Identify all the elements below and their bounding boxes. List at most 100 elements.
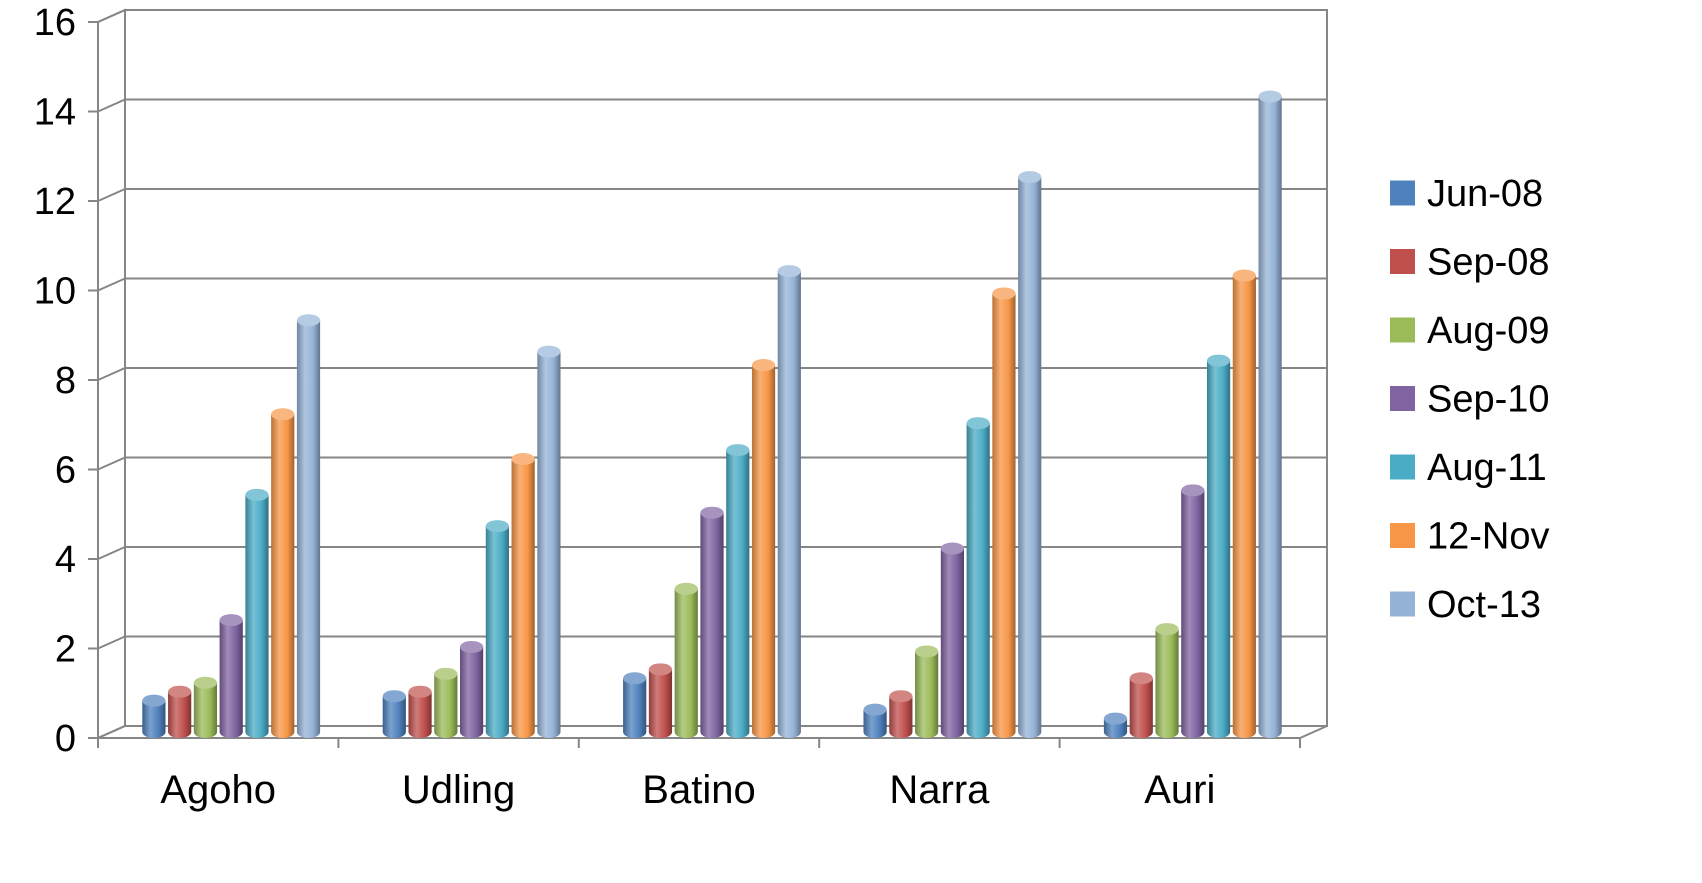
legend-swatch <box>1390 317 1415 343</box>
legend-label: Sep-10 <box>1427 379 1550 421</box>
bar-top <box>674 582 698 595</box>
bar-body <box>623 678 647 738</box>
gridline <box>97 456 1327 471</box>
bar-top <box>1258 90 1282 103</box>
bar <box>1181 484 1205 738</box>
bar-top <box>751 359 776 372</box>
bar <box>700 506 724 738</box>
bar-top <box>1018 171 1042 184</box>
bar-top <box>271 408 295 421</box>
bar <box>726 444 750 738</box>
x-tick-label: Agoho <box>160 768 276 812</box>
bar-top <box>863 703 887 716</box>
bar-body <box>296 320 321 738</box>
bar-body <box>674 588 698 738</box>
bar-body <box>1258 96 1282 739</box>
bar-top <box>966 417 990 430</box>
legend-swatch <box>1390 386 1415 411</box>
bar-top <box>1232 269 1256 282</box>
bar-body <box>434 673 458 739</box>
gridlines <box>97 9 1327 739</box>
bar <box>992 287 1016 738</box>
y-tick-label: 4 <box>55 539 76 581</box>
x-tick-label: Batino <box>642 768 755 812</box>
gridline <box>97 635 1327 650</box>
bar <box>648 663 673 738</box>
gridline <box>97 98 1327 113</box>
legend-item: Aug-09 <box>1390 310 1550 352</box>
bar <box>1129 672 1153 738</box>
bar-top <box>1181 484 1205 497</box>
bar-top <box>1206 354 1231 367</box>
bar-top <box>1129 672 1153 685</box>
bar <box>751 359 776 738</box>
bar-body <box>245 494 269 738</box>
legend-item: Jun-08 <box>1390 173 1543 215</box>
bar-body <box>726 450 750 738</box>
bar <box>193 676 218 738</box>
legend: Jun-08 Sep-08 Aug-09 Sep-10 Aug-11 12-Nov Oct-… <box>1390 173 1550 626</box>
bar-body <box>168 691 192 738</box>
bars <box>142 90 1282 739</box>
bar-body <box>460 646 484 738</box>
bar-body <box>1018 177 1042 739</box>
bar-top <box>992 287 1016 300</box>
y-axis-tick-labels: 0 2 4 6 8 10 12 14 16 <box>34 2 76 760</box>
bar-body <box>1129 678 1153 738</box>
legend-swatch <box>1390 249 1415 274</box>
x-tick-label: Udling <box>402 768 515 812</box>
bar-body <box>408 691 432 739</box>
bar-body <box>992 293 1016 738</box>
y-tick-label: 6 <box>55 450 76 492</box>
bar <box>271 408 295 738</box>
bar-body <box>382 696 406 738</box>
y-tick-label: 2 <box>55 629 76 671</box>
bar-top <box>460 640 484 653</box>
x-tick-label: Auri <box>1144 768 1215 812</box>
bar-top <box>219 614 243 627</box>
legend-label: Aug-09 <box>1427 310 1550 352</box>
legend-label: Aug-11 <box>1427 447 1547 489</box>
bar <box>485 520 509 738</box>
gridline <box>97 367 1327 381</box>
bar-top <box>296 314 321 327</box>
bar <box>434 667 458 739</box>
bar <box>674 582 698 738</box>
bar <box>408 685 432 739</box>
bar-body <box>889 696 913 738</box>
axes <box>88 21 1301 748</box>
gridline <box>97 546 1327 560</box>
bar-top <box>142 694 166 707</box>
bar-top <box>408 685 432 698</box>
bar <box>966 417 990 738</box>
bar-body <box>648 669 673 738</box>
bar-top <box>940 542 964 555</box>
bar <box>1258 90 1282 739</box>
x-axis-category-labels: Agoho Udling Batino Narra Auri <box>160 768 1215 812</box>
legend-label: Sep-08 <box>1427 242 1550 284</box>
legend-label: Oct-13 <box>1427 584 1541 626</box>
bar-body <box>940 548 964 738</box>
bar-top <box>193 676 218 689</box>
bar <box>1018 171 1042 739</box>
gridline <box>97 188 1327 202</box>
bar <box>537 345 561 738</box>
x-tick-label: Narra <box>889 768 990 812</box>
bar-top <box>168 685 192 698</box>
y-tick-label: 14 <box>34 92 76 134</box>
bar-body <box>966 423 990 738</box>
bar <box>296 314 321 738</box>
gridline <box>97 277 1327 292</box>
bar-top <box>1155 623 1179 636</box>
legend-item: Sep-10 <box>1390 379 1550 421</box>
legend-swatch <box>1390 454 1415 480</box>
bar-body <box>142 700 166 738</box>
y-tick-label: 0 <box>55 718 76 760</box>
bar-body <box>863 709 887 738</box>
bar-body <box>271 414 295 738</box>
bar-top <box>382 690 406 703</box>
bar-body <box>1181 490 1205 738</box>
bar-body <box>511 459 535 738</box>
bar-top <box>777 265 801 278</box>
